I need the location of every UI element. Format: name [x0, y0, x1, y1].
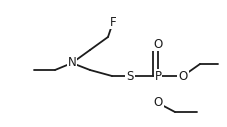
Text: O: O — [153, 37, 163, 51]
Text: P: P — [155, 69, 161, 83]
Text: F: F — [110, 15, 116, 28]
Text: O: O — [178, 69, 188, 83]
Text: O: O — [153, 97, 163, 109]
Text: S: S — [126, 69, 134, 83]
Text: N: N — [68, 57, 76, 69]
